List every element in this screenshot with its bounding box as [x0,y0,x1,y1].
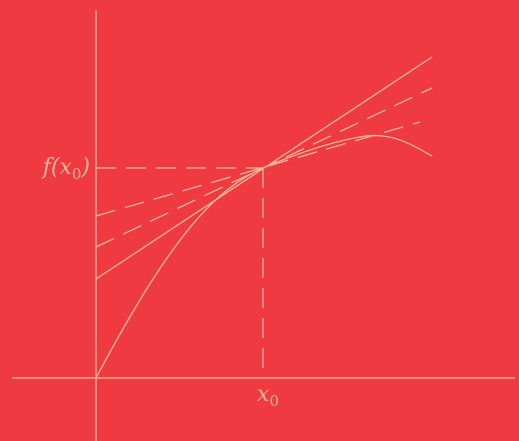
dashed-secant-line [95,121,421,217]
x-value-label: x0 [257,382,279,410]
dashed-secant-line [95,87,433,248]
y-value-label: f(x0) [41,155,90,183]
concave-curve [95,134,433,379]
